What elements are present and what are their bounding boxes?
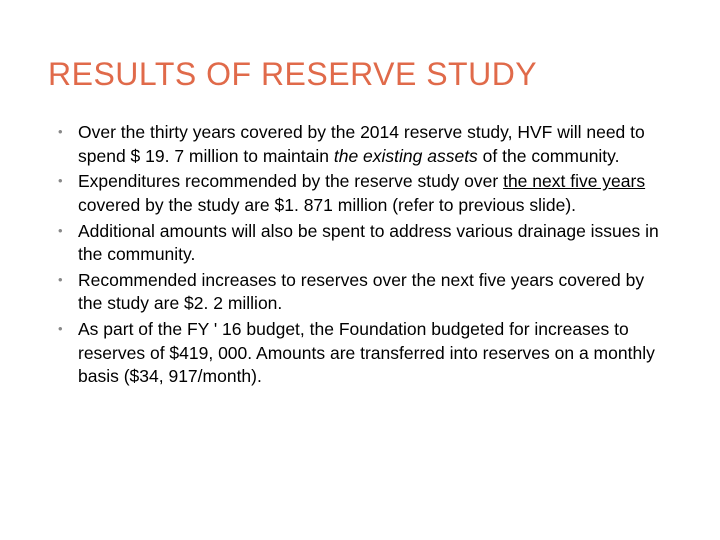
bullet-text-pre: Additional amounts will also be spent to… — [78, 221, 659, 265]
list-item: Additional amounts will also be spent to… — [66, 220, 672, 267]
list-item: Expenditures recommended by the reserve … — [66, 170, 672, 217]
bullet-text-italic: the existing assets — [334, 146, 478, 166]
bullet-list: Over the thirty years covered by the 201… — [48, 121, 672, 389]
list-item: Over the thirty years covered by the 201… — [66, 121, 672, 168]
bullet-text-pre: Recommended increases to reserves over t… — [78, 270, 644, 314]
list-item: As part of the FY ' 16 budget, the Found… — [66, 318, 672, 389]
list-item: Recommended increases to reserves over t… — [66, 269, 672, 316]
bullet-text-pre: As part of the FY ' 16 budget, the Found… — [78, 319, 655, 386]
bullet-text-pre: Expenditures recommended by the reserve … — [78, 171, 503, 191]
bullet-text-post: of the community. — [478, 146, 620, 166]
slide-title: RESULTS OF RESERVE STUDY — [48, 56, 672, 93]
bullet-text-post: covered by the study are $1. 871 million… — [78, 195, 576, 215]
bullet-text-underline: the next five years — [503, 171, 645, 191]
